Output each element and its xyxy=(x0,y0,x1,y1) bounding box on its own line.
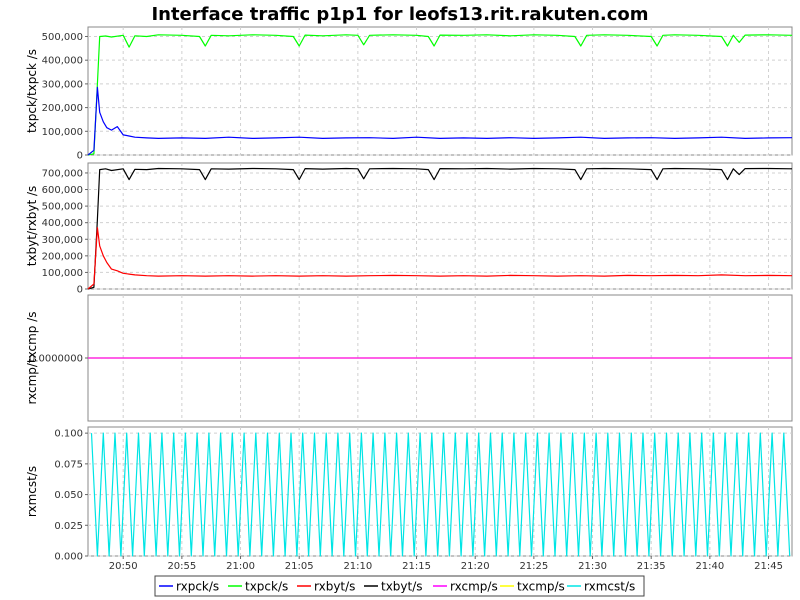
y-tick-label: 500,000 xyxy=(42,32,83,43)
y-tick-label: 200,000 xyxy=(42,251,83,262)
x-tick-label: 21:40 xyxy=(695,561,724,572)
y-axis-label: rxmcst/s xyxy=(25,466,39,517)
chart-panels: 0100,000200,000300,000400,000500,000txpc… xyxy=(25,26,793,572)
chart-panel-1: 0 100,000 200,000 300,000 400,000 500,000txpc… xyxy=(25,26,793,162)
y-tick-label: 300,000 xyxy=(42,235,83,246)
plot-area xyxy=(87,426,793,557)
x-tick-label: 21:20 xyxy=(461,561,490,572)
x-tick-label: 21:25 xyxy=(519,561,548,572)
y-tick-label: 0.025 xyxy=(54,521,83,532)
series-line-rxpcks xyxy=(87,86,793,156)
plot-area xyxy=(87,26,793,156)
x-tick-label: 21:45 xyxy=(754,561,783,572)
x-tick-label: 20:55 xyxy=(167,561,196,572)
chart-panel-4: 0.000 0.025 0.050 0.075 0.100 rxmcst/s 20:50 20… xyxy=(25,426,793,572)
legend-label: rxmcst/s xyxy=(584,580,635,594)
y-axis-label: rxcmp/txcmp /s xyxy=(25,311,39,404)
legend-item: rxmcst/s xyxy=(567,580,635,594)
series-line-txbyts xyxy=(87,167,793,290)
y-tick-label: 500,000 xyxy=(42,202,83,213)
x-tick-label: 21:30 xyxy=(578,561,607,572)
y-tick-label: 0.100 xyxy=(54,429,83,440)
legend-label: rxpck/s xyxy=(176,580,219,594)
y-tick-label: 400,000 xyxy=(42,218,83,229)
y-tick-label: 600,000 xyxy=(42,185,83,196)
legend-item: rxbyt/s xyxy=(297,580,355,594)
y-tick-label: 400,000 xyxy=(42,56,83,67)
y-tick-label: 300,000 xyxy=(42,79,83,90)
y-axis-label: txbyt/rxbyt /s xyxy=(25,186,39,267)
legend-item: txpck/s xyxy=(228,580,288,594)
legend-label: rxcmp/s xyxy=(450,580,498,594)
legend-box xyxy=(154,575,645,597)
x-tick-label: 21:15 xyxy=(402,561,431,572)
legend-item: rxpck/s xyxy=(159,580,219,594)
y-tick-label: 700,000 xyxy=(42,168,83,179)
legend-label: txcmp/s xyxy=(517,580,565,594)
y-tick-label: 200,000 xyxy=(42,103,83,114)
x-tick-label: 21:10 xyxy=(343,561,372,572)
series-line-rxmcsts xyxy=(90,432,791,557)
x-tick-label: 21:05 xyxy=(285,561,314,572)
chart-legend: rxpck/s txpck/s rxbyt/s txbyt/s rxcmp/s txcmp… xyxy=(154,575,645,597)
x-tick-label: 20:50 xyxy=(109,561,138,572)
legend-label: txpck/s xyxy=(245,580,288,594)
y-tick-label: 0.000 xyxy=(54,552,83,563)
y-tick-label: 0.075 xyxy=(54,459,83,470)
y-axis-label: txpck/txpck /s xyxy=(25,49,39,133)
chart-title: Interface traffic p1p1 for leofs13.rit.r… xyxy=(151,4,648,25)
y-tick-label: 0 xyxy=(77,285,83,296)
y-tick-label: 100,000 xyxy=(42,127,83,138)
x-tick-label: 21:00 xyxy=(226,561,255,572)
y-tick-label: 0.050 xyxy=(54,490,83,501)
chart-panel-2: 0 100,000 200,000 300,000 400,000 500,000 600,… xyxy=(25,162,793,296)
legend-item: rxcmp/s xyxy=(433,580,498,594)
series-line-rxbyts xyxy=(87,227,793,290)
series-line-txpcks xyxy=(87,34,793,156)
y-tick-label: 100,000 xyxy=(42,268,83,279)
legend-label: rxbyt/s xyxy=(314,580,355,594)
legend-label: txbyt/s xyxy=(381,580,423,594)
x-tick-label: 21:35 xyxy=(637,561,666,572)
legend-item: txcmp/s xyxy=(500,580,565,594)
legend-item: txbyt/s xyxy=(364,580,423,594)
y-tick-label: 0.0000000 xyxy=(29,354,83,365)
y-tick-label: 0 xyxy=(77,151,83,162)
plot-area xyxy=(87,162,793,290)
